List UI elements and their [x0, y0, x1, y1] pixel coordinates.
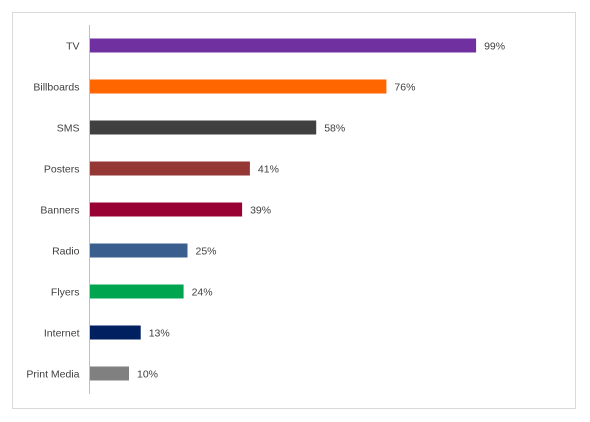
- category-label-sms: SMS: [57, 123, 80, 135]
- category-label-tv: TV: [66, 41, 79, 53]
- value-label-posters: 41%: [258, 164, 279, 176]
- bar-flyers: [90, 284, 184, 299]
- bar-sms: [90, 120, 317, 135]
- bar-banners: [90, 202, 243, 217]
- category-label-radio: Radio: [52, 246, 80, 258]
- value-label-tv: 99%: [484, 41, 505, 53]
- value-label-radio: 25%: [196, 246, 217, 258]
- category-label-flyers: Flyers: [51, 287, 80, 299]
- bar-tv: [90, 38, 477, 53]
- bar-print-media: [90, 366, 129, 381]
- value-label-billboards: 76%: [394, 82, 415, 94]
- bar-internet: [90, 325, 141, 340]
- value-label-print-media: 10%: [137, 369, 158, 381]
- bar-radio: [90, 243, 188, 258]
- category-label-billboards: Billboards: [33, 82, 79, 94]
- category-label-internet: Internet: [44, 328, 80, 340]
- bar-posters: [90, 161, 250, 176]
- bar-billboards: [90, 79, 387, 94]
- category-label-print-media: Print Media: [26, 369, 79, 381]
- category-label-banners: Banners: [40, 205, 79, 217]
- value-label-banners: 39%: [250, 205, 271, 217]
- category-label-posters: Posters: [44, 164, 80, 176]
- bars-layer: TV 99% Billboards 76% SMS 58% Posters 41% Banner…: [26, 38, 505, 381]
- value-label-internet: 13%: [149, 328, 170, 340]
- value-label-flyers: 24%: [192, 287, 213, 299]
- value-label-sms: 58%: [324, 123, 345, 135]
